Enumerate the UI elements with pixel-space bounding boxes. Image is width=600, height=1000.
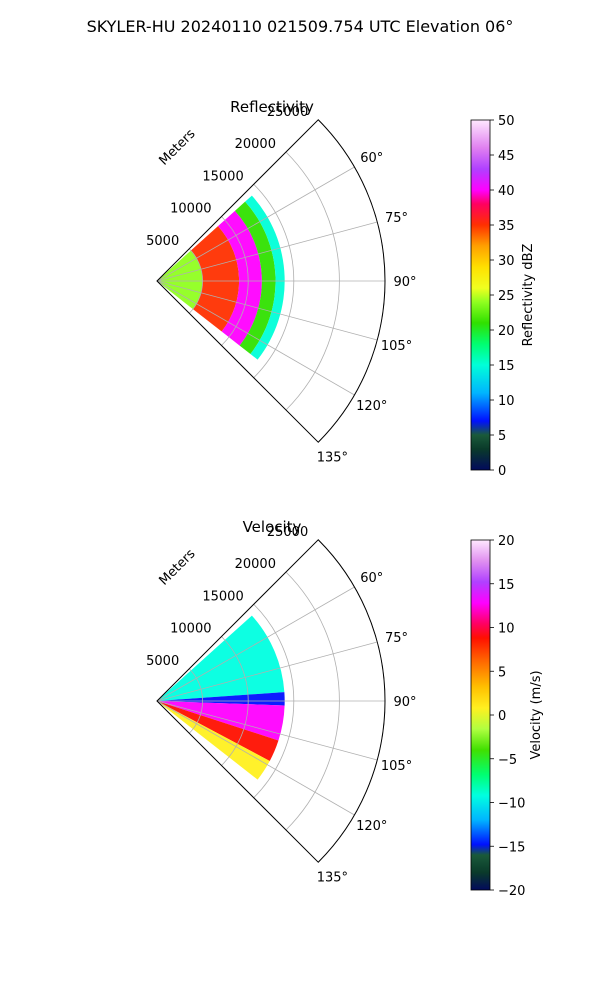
colorbar-tick-label: −15 — [498, 840, 525, 855]
radial-tick-label: 10000 — [170, 622, 211, 637]
azimuth-tick-label: 60° — [360, 151, 383, 166]
colorbar-tick-label: 35 — [498, 219, 515, 234]
sector-frame — [156, 539, 386, 863]
reflectivity-panel: Reflectivity 5000 10000 15000 20000 25000 60°… — [146, 98, 536, 479]
colorbar-tick-label: −10 — [498, 797, 525, 812]
colorbar-label: Reflectivity dBZ — [521, 244, 536, 347]
colorbar-tick-label: 5 — [498, 665, 506, 680]
colorbar-tick-label: 10 — [498, 622, 515, 637]
echo-band — [157, 701, 279, 761]
azimuth-tick-label: 135° — [317, 870, 348, 885]
azimuth-spoke — [156, 166, 355, 282]
echo-band — [157, 250, 203, 310]
colorbar-tick-label: 10 — [498, 394, 515, 409]
radial-tick-label: 20000 — [235, 137, 276, 152]
colorbar-tick-label: 50 — [498, 114, 515, 129]
azimuth-tick-label: 75° — [385, 211, 408, 226]
colorbar-tick-label: 20 — [498, 324, 515, 339]
azimuth-tick-label: 105° — [381, 339, 412, 354]
colorbar-tick-label: 25 — [498, 289, 515, 304]
panel-title: Reflectivity — [230, 98, 314, 116]
colorbar-tick-label: 45 — [498, 149, 515, 164]
reflectivity-colorbar: 0 5 10 15 20 25 30 35 40 45 50 Reflectivity dBZ — [470, 114, 536, 479]
azimuth-spoke — [156, 221, 378, 282]
velocity-colorbar: −20 −15 −10 −5 0 5 10 15 20 Velocity (m/s) — [470, 534, 544, 899]
azimuth-tick-label: 120° — [356, 399, 387, 414]
colorbar-tick-label: 0 — [498, 464, 506, 479]
azimuth-spoke — [156, 586, 355, 702]
colorbar-tick-label: 20 — [498, 534, 515, 549]
azimuth-spoke — [156, 280, 378, 341]
colorbar-tick-label: 40 — [498, 184, 515, 199]
echo-band — [217, 210, 262, 346]
echo-band — [157, 701, 270, 780]
echo-band — [157, 692, 285, 706]
echo-band — [190, 226, 240, 332]
velocity-panel: Velocity 5000 10000 15000 20000 25000 60° 75° 9… — [146, 518, 544, 899]
colorbar-tick-label: 15 — [498, 578, 515, 593]
colorbar-label: Velocity (m/s) — [529, 670, 544, 759]
colorbar-tick-label: −20 — [498, 884, 525, 899]
azimuth-tick-label: 75° — [385, 631, 408, 646]
polar-tick-labels: 5000 10000 15000 20000 25000 60° 75° 90° 105° 120… — [146, 105, 416, 466]
radial-tick-label: 15000 — [202, 589, 243, 604]
azimuth-spoke — [156, 700, 378, 761]
radial-tick-label: 15000 — [202, 169, 243, 184]
azimuth-tick-label: 135° — [317, 450, 348, 465]
azimuth-tick-label: 60° — [360, 571, 383, 586]
reflectivity-echo-layer — [157, 195, 285, 360]
echo-band — [245, 195, 285, 360]
velocity-echo-layer — [157, 615, 285, 780]
polar-grid — [156, 119, 386, 443]
azimuth-tick-label: 105° — [381, 759, 412, 774]
polar-tick-labels: 5000 10000 15000 20000 25000 60° 75° 90° 105° 120… — [146, 525, 416, 886]
radial-tick-label: 20000 — [235, 557, 276, 572]
radial-tick-label: 25000 — [267, 105, 308, 120]
colorbar-tick-label: 0 — [498, 709, 506, 724]
echo-band — [157, 615, 285, 701]
azimuth-tick-label: 90° — [393, 275, 416, 290]
azimuth-spoke — [156, 280, 355, 396]
colorbar-tick-label: 15 — [498, 359, 515, 374]
colorbar-tick-label: 30 — [498, 254, 515, 269]
polar-grid — [156, 539, 386, 863]
radial-axis-label: Meters — [157, 546, 199, 588]
radial-tick-label: 5000 — [146, 654, 179, 669]
radial-tick-label: 5000 — [146, 234, 179, 249]
colorbar-gradient — [470, 539, 491, 891]
radial-axis-label: Meters — [157, 126, 199, 168]
colorbar-tick-label: −5 — [498, 753, 517, 768]
colorbar-tick-label: 5 — [498, 429, 506, 444]
echo-band — [234, 201, 276, 354]
azimuth-tick-label: 90° — [393, 695, 416, 710]
colorbar-gradient — [470, 119, 491, 471]
azimuth-tick-label: 120° — [356, 819, 387, 834]
azimuth-spoke — [156, 700, 355, 816]
radial-tick-label: 10000 — [170, 202, 211, 217]
panel-title: Velocity — [243, 518, 302, 536]
colorbar-ticks: 0 5 10 15 20 25 30 35 40 45 50 — [490, 114, 515, 479]
azimuth-spoke — [156, 641, 378, 702]
colorbar-ticks: −20 −15 −10 −5 0 5 10 15 20 — [490, 534, 525, 899]
figure-suptitle: SKYLER-HU 20240110 021509.754 UTC Elevat… — [87, 17, 514, 36]
echo-band — [157, 701, 285, 741]
sector-frame — [156, 119, 386, 443]
radial-tick-label: 25000 — [267, 525, 308, 540]
